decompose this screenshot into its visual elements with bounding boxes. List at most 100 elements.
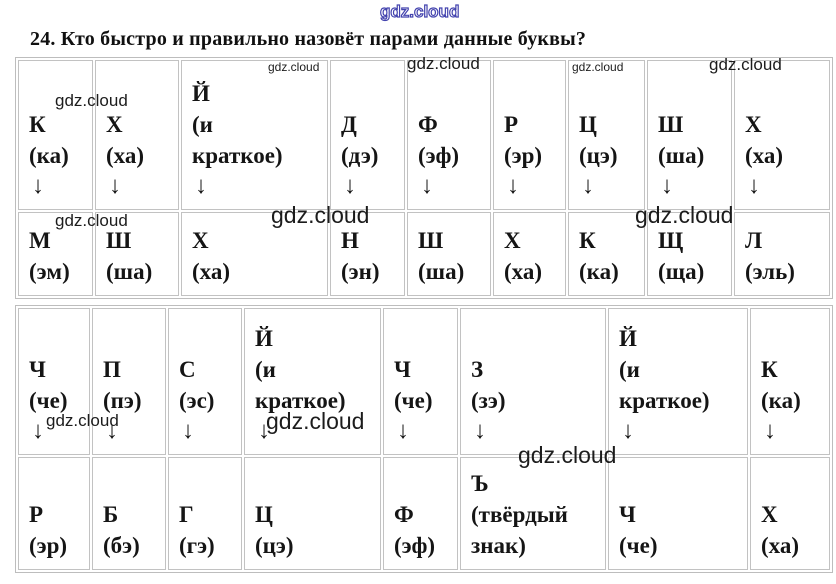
page-title: 24. Кто быстро и правильно назовёт парам… bbox=[30, 28, 587, 50]
down-arrow-icon: ↓ bbox=[582, 173, 594, 199]
letter-cell: К (ка) ↓ bbox=[18, 60, 93, 210]
letter-line: (ха) bbox=[106, 143, 145, 168]
watermark: gdz.cloud bbox=[379, 1, 460, 21]
letter-cell: Р (эр) bbox=[18, 457, 90, 570]
letter-line: Ц bbox=[579, 112, 597, 137]
letter-line: К bbox=[29, 112, 46, 137]
down-arrow-icon: ↓ bbox=[106, 418, 118, 444]
letter-cell: Х (ха) ↓ bbox=[734, 60, 830, 210]
letter-cell: С (эс) ↓ bbox=[168, 308, 242, 455]
letter-line: Й bbox=[255, 326, 273, 351]
letter-line: Х bbox=[745, 112, 762, 137]
letter-cell: Ц (цэ) bbox=[244, 457, 381, 570]
letter-line: (бэ) bbox=[103, 533, 140, 558]
letter-cell: П (пэ) ↓ bbox=[92, 308, 166, 455]
letter-line: К bbox=[761, 357, 778, 382]
letter-cell: Л (эль) bbox=[734, 212, 830, 296]
letter-line: (ха) bbox=[192, 259, 231, 284]
letter-line: Ц bbox=[255, 502, 273, 527]
letter-line: знак) bbox=[471, 533, 526, 558]
down-arrow-icon: ↓ bbox=[661, 173, 673, 199]
down-arrow-icon: ↓ bbox=[507, 173, 519, 199]
letter-line: (эр) bbox=[29, 533, 68, 558]
letter-line: (и bbox=[192, 112, 213, 137]
letter-cell: Х (ха) bbox=[181, 212, 328, 296]
down-arrow-icon: ↓ bbox=[421, 173, 433, 199]
letter-line: Ш bbox=[658, 112, 684, 137]
letter-cell: Ф (эф) ↓ bbox=[407, 60, 491, 210]
letter-line: Р bbox=[29, 502, 44, 527]
letter-line: Ф bbox=[418, 112, 438, 137]
letter-line: З bbox=[471, 357, 484, 382]
letter-line: (дэ) bbox=[341, 143, 379, 168]
letter-line: Щ bbox=[658, 228, 684, 253]
letter-line: (ха) bbox=[745, 143, 784, 168]
letter-cell: Ш (ша) bbox=[95, 212, 179, 296]
letter-line: (ща) bbox=[658, 259, 705, 284]
letter-cell: Ч (че) bbox=[608, 457, 748, 570]
letter-line: Ъ bbox=[471, 471, 489, 496]
letter-line: (че) bbox=[29, 388, 68, 413]
letter-cell: Х (ха) ↓ bbox=[95, 60, 179, 210]
letter-cell: Ш (ша) bbox=[407, 212, 491, 296]
letter-line: краткое) bbox=[619, 388, 710, 413]
down-arrow-icon: ↓ bbox=[764, 418, 776, 444]
letter-line: (эм) bbox=[29, 259, 70, 284]
letter-cell: Г (гэ) bbox=[168, 457, 242, 570]
letter-line: краткое) bbox=[192, 143, 283, 168]
letter-line: (ша) bbox=[418, 259, 465, 284]
letter-line: (эр) bbox=[504, 143, 543, 168]
letter-cell: Р (эр) ↓ bbox=[493, 60, 566, 210]
letter-line: Х bbox=[192, 228, 209, 253]
letter-line: Д bbox=[341, 112, 357, 137]
letter-line: (пэ) bbox=[103, 388, 142, 413]
letter-line: (ка) bbox=[29, 143, 69, 168]
letter-line: (гэ) bbox=[179, 533, 215, 558]
letter-line: Л bbox=[745, 228, 763, 253]
down-arrow-icon: ↓ bbox=[32, 173, 44, 199]
letter-line: (че) bbox=[394, 388, 433, 413]
letter-line: П bbox=[103, 357, 121, 382]
down-arrow-icon: ↓ bbox=[474, 418, 486, 444]
letter-line: (ка) bbox=[579, 259, 619, 284]
letter-cell: Й (и краткое) ↓ bbox=[181, 60, 328, 210]
letter-line: (твёрдый bbox=[471, 502, 568, 527]
down-arrow-icon: ↓ bbox=[32, 418, 44, 444]
letter-cell: Д (дэ) ↓ bbox=[330, 60, 405, 210]
letter-line: (зэ) bbox=[471, 388, 506, 413]
letter-line: (эф) bbox=[418, 143, 460, 168]
letter-cell: Ц (цэ) ↓ bbox=[568, 60, 645, 210]
letter-line: (ка) bbox=[761, 388, 801, 413]
letter-line: (эль) bbox=[745, 259, 795, 284]
down-arrow-icon: ↓ bbox=[109, 173, 121, 199]
letter-line: Б bbox=[103, 502, 119, 527]
letter-line: Х bbox=[106, 112, 123, 137]
letter-line: (ха) bbox=[761, 533, 800, 558]
letter-line: Г bbox=[179, 502, 194, 527]
letter-cell: Н (эн) bbox=[330, 212, 405, 296]
letters-table-bottom: Ч (че) ↓ П (пэ) ↓ С (эс) ↓ Й (и краткое) ↓ Ч (че) ↓ З (зэ… bbox=[15, 305, 833, 573]
letter-line: Ш bbox=[106, 228, 132, 253]
letter-line: Н bbox=[341, 228, 359, 253]
down-arrow-icon: ↓ bbox=[397, 418, 409, 444]
down-arrow-icon: ↓ bbox=[182, 418, 194, 444]
letter-line: Ч bbox=[394, 357, 411, 382]
letter-line: (и bbox=[255, 357, 276, 382]
letter-line: (эс) bbox=[179, 388, 215, 413]
letter-cell: М (эм) bbox=[18, 212, 93, 296]
letter-line: Х bbox=[761, 502, 778, 527]
down-arrow-icon: ↓ bbox=[748, 173, 760, 199]
letter-line: (и bbox=[619, 357, 640, 382]
letter-cell: Б (бэ) bbox=[92, 457, 166, 570]
letter-line: (эн) bbox=[341, 259, 380, 284]
letter-line: (ха) bbox=[504, 259, 543, 284]
down-arrow-icon: ↓ bbox=[195, 173, 207, 199]
letter-line: Ф bbox=[394, 502, 414, 527]
letter-cell: К (ка) ↓ bbox=[750, 308, 830, 455]
letter-line: Й bbox=[192, 81, 210, 106]
letter-cell: Й (и краткое) ↓ bbox=[608, 308, 748, 455]
letter-line: М bbox=[29, 228, 51, 253]
letter-cell: Ф (эф) bbox=[383, 457, 458, 570]
letter-line: (эф) bbox=[394, 533, 436, 558]
